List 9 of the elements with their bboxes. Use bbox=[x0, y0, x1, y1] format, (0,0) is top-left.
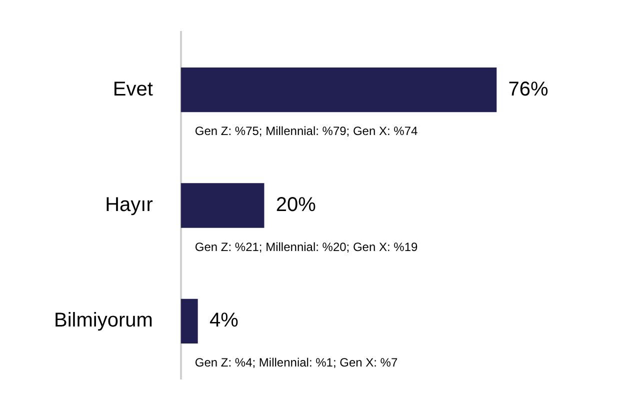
y-tick-label: Evet bbox=[112, 78, 154, 100]
annotation: Gen Z: %4; Millennial: %1; Gen X: %7 bbox=[194, 355, 398, 370]
annotation: Gen Z: %21; Millennial: %20; Gen X: %19 bbox=[194, 240, 418, 254]
annotation: Gen Z: %75; Millennial: %79; Gen X: %74 bbox=[194, 124, 418, 138]
y-tick-label: Hayır bbox=[105, 194, 154, 216]
data-label: 76% bbox=[508, 78, 549, 100]
y-tick-label: Bilmiyorum bbox=[54, 310, 153, 332]
data-label: 4% bbox=[209, 310, 239, 332]
data-label: 20% bbox=[276, 194, 316, 216]
